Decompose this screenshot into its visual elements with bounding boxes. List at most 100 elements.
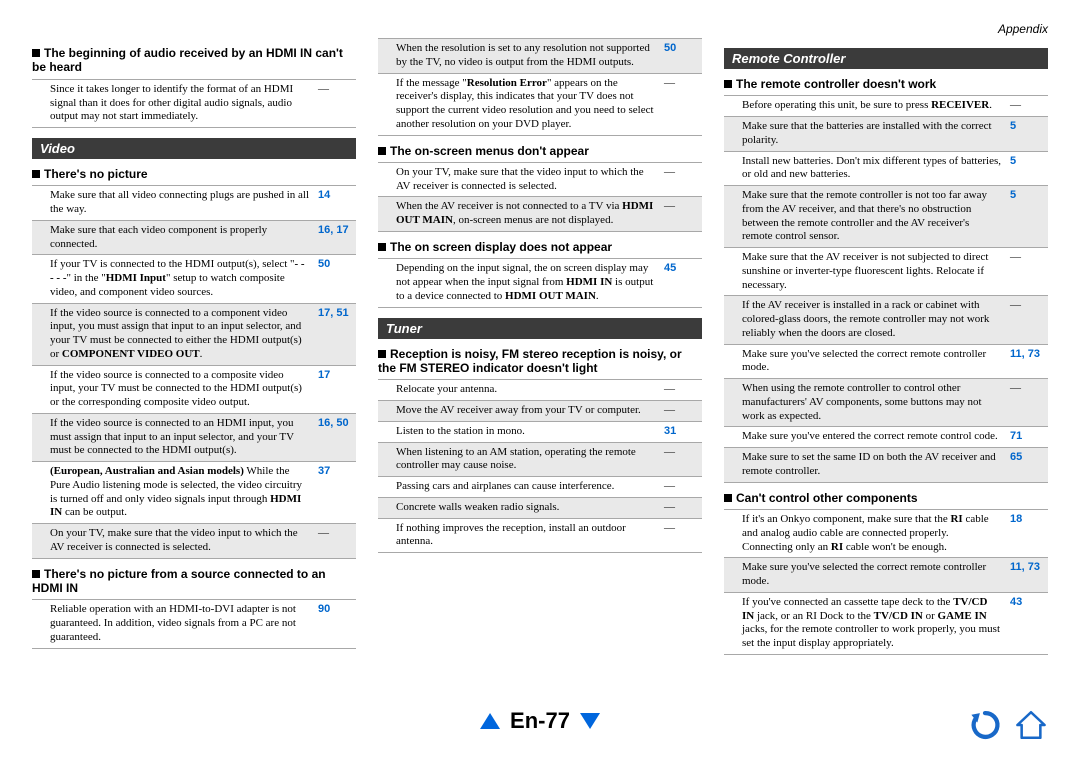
table-row: If the message "Resolution Error" appear… (378, 73, 702, 135)
row-text: Make sure that the remote controller is … (724, 186, 1006, 248)
row-ref[interactable]: 5 (1006, 117, 1048, 152)
subhead-no-picture-hdmi: There's no picture from a source connect… (32, 567, 356, 596)
row-ref[interactable]: 16, 50 (314, 413, 356, 461)
row-text: Listen to the station in mono. (378, 421, 660, 442)
row-ref[interactable]: 5 (1006, 151, 1048, 186)
columns: The beginning of audio received by an HD… (32, 38, 1048, 655)
row-text: If it's an Onkyo component, make sure th… (724, 510, 1006, 558)
home-icon[interactable] (1014, 708, 1048, 742)
row-ref[interactable]: 11, 73 (1006, 558, 1048, 593)
row-ref: — (660, 162, 702, 197)
row-ref[interactable]: 37 (314, 462, 356, 524)
row-ref[interactable]: 14 (314, 186, 356, 221)
row-ref: — (660, 518, 702, 553)
table-row: Since it takes longer to identify the fo… (32, 79, 356, 127)
table-row: When the resolution is set to any resolu… (378, 39, 702, 74)
table-row: Reliable operation with an HDMI-to-DVI a… (32, 600, 356, 648)
row-text: Concrete walls weaken radio signals. (378, 497, 660, 518)
table-row: On your TV, make sure that the video inp… (378, 162, 702, 197)
table-row: When using the remote controller to cont… (724, 379, 1048, 427)
table-row: If it's an Onkyo component, make sure th… (724, 510, 1048, 558)
table-row: Make sure to set the same ID on both the… (724, 448, 1048, 483)
row-ref[interactable]: 50 (660, 39, 702, 74)
row-ref: — (660, 197, 702, 232)
subhead-osd-not-appear: The on screen display does not appear (378, 240, 702, 254)
row-ref[interactable]: 31 (660, 421, 702, 442)
subhead-text: Reception is noisy, FM stereo reception … (378, 347, 682, 375)
section-header-video: Video (32, 138, 356, 159)
table-row: When listening to an AM station, operati… (378, 442, 702, 477)
table-row: Move the AV receiver away from your TV o… (378, 401, 702, 422)
row-ref: — (660, 73, 702, 135)
page-next-icon[interactable] (580, 713, 600, 729)
row-text: Make sure you've selected the correct re… (724, 558, 1006, 593)
row-text: When listening to an AM station, operati… (378, 442, 660, 477)
row-ref[interactable]: 17, 51 (314, 303, 356, 365)
row-ref[interactable]: 50 (314, 255, 356, 303)
footer-icons (968, 708, 1048, 742)
row-ref[interactable]: 18 (1006, 510, 1048, 558)
table-osd-not-appear: Depending on the input signal, the on sc… (378, 258, 702, 307)
subhead-text: The beginning of audio received by an HD… (32, 46, 343, 74)
row-ref[interactable]: 43 (1006, 592, 1048, 654)
table-row: Relocate your antenna.— (378, 380, 702, 401)
row-ref: — (660, 380, 702, 401)
subhead-text: There's no picture from a source connect… (32, 567, 326, 595)
row-ref[interactable]: 45 (660, 259, 702, 307)
row-text: On your TV, make sure that the video inp… (378, 162, 660, 197)
row-text: If the message "Resolution Error" appear… (378, 73, 660, 135)
row-ref[interactable]: 71 (1006, 427, 1048, 448)
section-header-remote: Remote Controller (724, 48, 1048, 69)
footer: En-77 (0, 708, 1080, 748)
page: Appendix The beginning of audio received… (0, 0, 1080, 655)
subhead-no-picture: There's no picture (32, 167, 356, 181)
row-ref: — (1006, 296, 1048, 344)
row-text: On your TV, make sure that the video inp… (32, 524, 314, 559)
table-row: Make sure you've selected the correct re… (724, 344, 1048, 379)
subhead-reception-noisy: Reception is noisy, FM stereo reception … (378, 347, 702, 376)
page-prev-icon[interactable] (480, 713, 500, 729)
table-audio-hdmi: Since it takes longer to identify the fo… (32, 79, 356, 128)
row-ref[interactable]: 90 (314, 600, 356, 648)
row-ref[interactable]: 5 (1006, 186, 1048, 248)
row-text: If you've connected an cassette tape dec… (724, 592, 1006, 654)
table-row: If the video source is connected to an H… (32, 413, 356, 461)
table-row: On your TV, make sure that the video inp… (32, 524, 356, 559)
row-ref[interactable]: 16, 17 (314, 220, 356, 255)
subhead-remote-not-work: The remote controller doesn't work (724, 77, 1048, 91)
row-text: Make sure that the AV receiver is not su… (724, 248, 1006, 296)
subhead-text: There's no picture (44, 167, 148, 181)
row-ref: — (1006, 379, 1048, 427)
column-3: Remote Controller The remote controller … (724, 38, 1048, 655)
page-number: En-77 (510, 708, 570, 734)
row-text: Make sure you've entered the correct rem… (724, 427, 1006, 448)
row-text: If nothing improves the reception, insta… (378, 518, 660, 553)
table-row: Make sure that all video connecting plug… (32, 186, 356, 221)
page-nav: En-77 (480, 708, 600, 734)
table-row: Make sure you've selected the correct re… (724, 558, 1048, 593)
row-text: (European, Australian and Asian models) … (32, 462, 314, 524)
row-text: Depending on the input signal, the on sc… (378, 259, 660, 307)
row-ref[interactable]: 17 (314, 365, 356, 413)
subhead-text: The remote controller doesn't work (736, 77, 936, 91)
row-ref[interactable]: 11, 73 (1006, 344, 1048, 379)
row-ref[interactable]: 65 (1006, 448, 1048, 483)
table-row: If the AV receiver is installed in a rac… (724, 296, 1048, 344)
row-text: Make sure you've selected the correct re… (724, 344, 1006, 379)
subhead-audio-hdmi: The beginning of audio received by an HD… (32, 46, 356, 75)
table-row: Concrete walls weaken radio signals.— (378, 497, 702, 518)
table-row: If the video source is connected to a co… (32, 303, 356, 365)
row-text: If your TV is connected to the HDMI outp… (32, 255, 314, 303)
table-col2-top: When the resolution is set to any resolu… (378, 38, 702, 136)
row-text: Make sure to set the same ID on both the… (724, 448, 1006, 483)
row-text: Passing cars and airplanes can cause int… (378, 477, 660, 498)
row-text: Before operating this unit, be sure to p… (724, 96, 1006, 117)
table-row: If you've connected an cassette tape dec… (724, 592, 1048, 654)
row-ref: — (660, 497, 702, 518)
back-icon[interactable] (968, 708, 1002, 742)
row-ref: — (660, 401, 702, 422)
subhead-text: The on screen display does not appear (390, 240, 612, 254)
table-row: Passing cars and airplanes can cause int… (378, 477, 702, 498)
table-row: If the video source is connected to a co… (32, 365, 356, 413)
table-row: Before operating this unit, be sure to p… (724, 96, 1048, 117)
